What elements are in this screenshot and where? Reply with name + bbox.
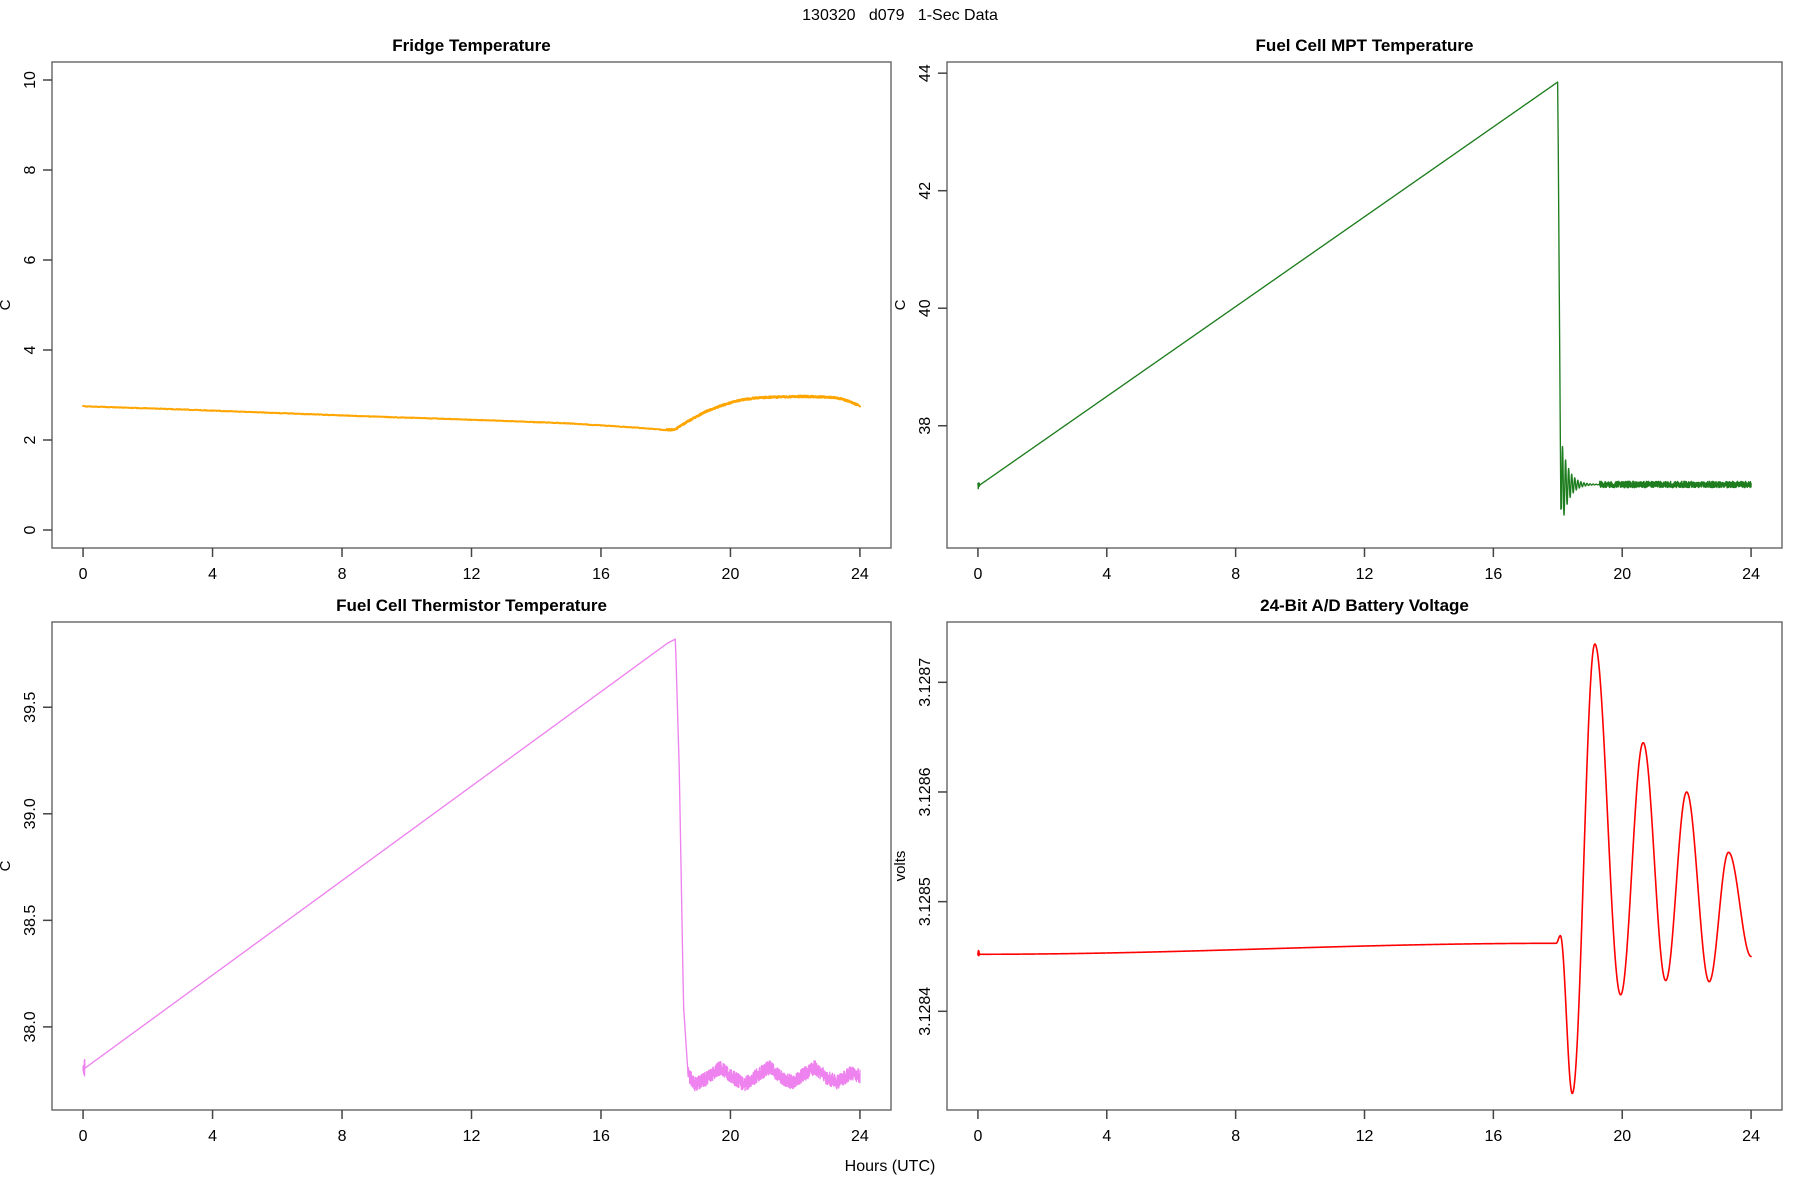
x-tick-label: 4: [208, 1128, 217, 1145]
y-axis-label: C: [0, 860, 14, 871]
panel-fuel-cell-thermistor-temperature: 0 4 8 12 16 20 24 38.0 38.5 39.0 39.5 Fuel Cell The…: [0, 596, 892, 1145]
y-tick-label: 42: [917, 182, 934, 200]
panel-title: Fuel Cell Thermistor Temperature: [336, 596, 607, 615]
panel-battery-voltage: 0 4 8 12 16 20 24 3.1284 3.1285 3.1286 3.1287 24-Bi…: [892, 596, 1783, 1145]
y-tick-label: 0: [22, 525, 39, 534]
y-tick-label: 8: [22, 165, 39, 174]
y-tick-label: 40: [917, 299, 934, 317]
x-tick-label: 8: [338, 1128, 347, 1145]
y-tick-label: 4: [22, 345, 39, 354]
x-tick-label: 20: [722, 566, 740, 583]
main-title: 130320 d079 1-Sec Data: [802, 7, 998, 24]
y-tick-label: 38.0: [22, 1011, 39, 1042]
panel-border: [946, 61, 1783, 549]
y-axis-label: volts: [892, 851, 909, 882]
x-tick-label: 16: [1484, 1128, 1502, 1145]
y-tick-label: 10: [22, 71, 39, 89]
panel-border: [946, 621, 1783, 1111]
x-tick-label: 24: [1742, 566, 1760, 583]
x-tick-label: 8: [1231, 566, 1240, 583]
y-tick-label: 39.5: [22, 692, 39, 723]
y-tick-label: 44: [917, 64, 934, 82]
x-tick-label: 0: [973, 1128, 982, 1145]
series-fuel-cell-thermistor-temperature: [82, 638, 861, 1092]
x-tick-label: 16: [1484, 566, 1502, 583]
y-tick-label: 38.5: [22, 905, 39, 936]
panel-border: [51, 61, 892, 549]
y-tick-label: 39.0: [22, 798, 39, 829]
y-tick-label: 3.1286: [917, 767, 934, 816]
y-tick-label: 3.1287: [917, 658, 934, 707]
y-axis-label: C: [0, 299, 14, 310]
series-fuel-cell-mpt-temperature: [977, 81, 1752, 516]
panel-fuel-cell-mpt-temperature: 0 4 8 12 16 20 24 38 40 42 44 Fuel Cell MPT Tempera…: [892, 36, 1783, 583]
x-tick-label: 16: [592, 1128, 610, 1145]
x-tick-label: 16: [592, 566, 610, 583]
x-tick-label: 12: [463, 566, 481, 583]
x-tick-label: 24: [851, 1128, 869, 1145]
x-tick-label: 0: [973, 566, 982, 583]
x-tick-label: 20: [722, 1128, 740, 1145]
x-tick-label: 20: [1613, 1128, 1631, 1145]
x-tick-label: 20: [1613, 566, 1631, 583]
series-fridge-temperature: [82, 394, 861, 432]
x-tick-label: 8: [338, 566, 347, 583]
x-tick-label: 12: [1356, 566, 1374, 583]
x-tick-label: 12: [463, 1128, 481, 1145]
x-tick-label: 0: [79, 1128, 88, 1145]
y-tick-label: 3.1285: [917, 877, 934, 926]
x-tick-label: 4: [208, 566, 217, 583]
y-tick-label: 6: [22, 255, 39, 264]
x-tick-label: 4: [1102, 566, 1111, 583]
panel-title: Fridge Temperature: [392, 36, 550, 55]
x-tick-label: 24: [851, 566, 869, 583]
y-tick-label: 38: [917, 417, 934, 435]
series-battery-voltage: [977, 643, 1752, 1095]
y-tick-label: 2: [22, 435, 39, 444]
x-tick-label: 4: [1102, 1128, 1111, 1145]
y-axis-label: C: [892, 299, 909, 310]
x-tick-label: 8: [1231, 1128, 1240, 1145]
y-tick-label: 3.1284: [917, 987, 934, 1036]
x-tick-label: 24: [1742, 1128, 1760, 1145]
panel-title: Fuel Cell MPT Temperature: [1256, 36, 1474, 55]
x-axis-title: Hours (UTC): [844, 1158, 936, 1175]
x-tick-label: 12: [1356, 1128, 1374, 1145]
panel-border: [51, 621, 892, 1111]
panel-title: 24-Bit A/D Battery Voltage: [1260, 596, 1469, 615]
x-tick-label: 0: [79, 566, 88, 583]
